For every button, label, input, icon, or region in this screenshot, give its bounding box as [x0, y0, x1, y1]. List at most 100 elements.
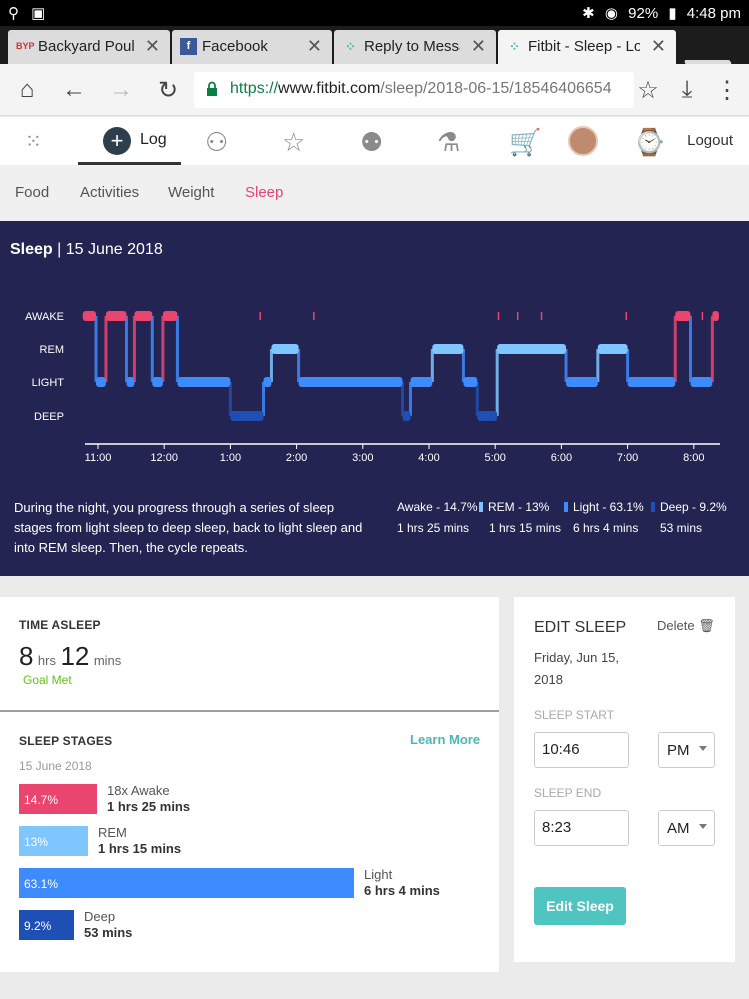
legend-swatch: [651, 502, 655, 512]
stage-segment-light: [627, 377, 676, 387]
awake-blip: [701, 312, 704, 320]
fitbit-favicon-icon: ⁘: [509, 39, 520, 54]
stage-percent: 14.7%: [24, 793, 59, 807]
sleep-start-ampm-select[interactable]: PM: [658, 732, 715, 768]
legend-swatch: [564, 502, 568, 512]
sleep-end-ampm-select[interactable]: AM: [658, 810, 715, 846]
stage-segment-awake: [105, 311, 127, 321]
awake-blip: [313, 312, 315, 320]
stage-segment-light: [566, 377, 598, 387]
trash-icon: 🗑: [698, 618, 715, 633]
close-icon[interactable]: ✕: [470, 36, 486, 56]
panel-date: 15 June 2018: [65, 241, 163, 258]
tab-title: Reply to Message: [364, 38, 460, 55]
x-tick-label: 5:00: [484, 452, 505, 464]
stage-transition: [94, 316, 98, 382]
image-notification-icon: ▣: [31, 5, 46, 22]
delete-button[interactable]: Delete 🗑: [657, 618, 715, 634]
legend-duration: 1 hrs 15 mins: [489, 521, 562, 535]
stage-transition: [408, 382, 412, 416]
subnav-weight[interactable]: Weight: [168, 184, 215, 201]
selected-value: AM: [667, 820, 690, 837]
sleep-end-time-input[interactable]: 8:23: [534, 810, 629, 846]
reload-icon[interactable]: ↻: [157, 77, 179, 104]
y-tick-label: AWAKE: [25, 311, 64, 323]
x-tick-label: 8:00: [683, 452, 704, 464]
device-watch-icon[interactable]: ⌚: [633, 127, 666, 157]
tab-reply-to-message[interactable]: ⁘ Reply to Message ✕: [334, 30, 496, 64]
stage-name: 18x Awake: [107, 783, 170, 798]
stage-transition: [228, 382, 232, 416]
panel-title-label: Sleep: [10, 241, 53, 258]
x-tick-label: 1:00: [220, 452, 241, 464]
more-menu-icon[interactable]: ⋮: [715, 77, 739, 104]
star-bookmark-icon[interactable]: ☆: [637, 77, 659, 104]
stage-segment-light: [126, 377, 135, 387]
legend-label: Awake - 14.7%: [397, 500, 478, 514]
edit-sleep-button[interactable]: Edit Sleep: [534, 887, 626, 925]
awake-blip: [713, 312, 716, 320]
learn-more-link[interactable]: Learn More: [410, 732, 481, 747]
stage-segment-light: [177, 377, 231, 387]
stage-transition: [564, 349, 568, 382]
star-badges-icon[interactable]: ☆: [282, 127, 306, 157]
sleep-stages-panel: AWAKE REM LIGHT DEEP 11:00 12:00 1:00 2:00 3:00…: [0, 221, 749, 576]
subnav-activities[interactable]: Activities: [80, 184, 140, 201]
stage-segment-deep: [230, 411, 264, 421]
stage-info-deep: Deep 53 mins: [84, 909, 132, 941]
minutes-unit: mins: [93, 653, 122, 668]
flask-labs-icon[interactable]: ⚗: [437, 127, 461, 157]
tab-title: Facebook: [202, 38, 268, 55]
url-field[interactable]: https://www.fitbit.com/sleep/2018-06-15/…: [194, 72, 634, 108]
stage-info-light: Light 6 hrs 4 mins: [364, 867, 440, 899]
stage-name: Deep: [84, 909, 116, 924]
log-nav[interactable]: + Log: [78, 117, 181, 165]
awake-blip: [259, 312, 261, 320]
close-icon[interactable]: ✕: [144, 36, 160, 56]
edit-sleep-card: EDIT SLEEP Delete 🗑 Friday, Jun 15, 2018…: [514, 597, 735, 962]
home-icon[interactable]: ⌂: [19, 76, 35, 103]
stage-transition: [688, 316, 692, 382]
edit-sleep-title: EDIT SLEEP: [534, 619, 627, 636]
download-icon[interactable]: ⤓: [681, 76, 693, 103]
stages-date: 15 June 2018: [19, 759, 92, 773]
stage-segment-light: [263, 377, 272, 387]
sleep-start-time-input[interactable]: 10:46: [534, 732, 629, 768]
tab-fitbit-sleep[interactable]: ⁘ Fitbit - Sleep - Log ✕: [498, 30, 676, 64]
close-icon[interactable]: ✕: [650, 36, 666, 56]
stage-segment-awake: [675, 311, 691, 321]
url-scheme: https://: [230, 80, 279, 97]
x-tick-label: 2:00: [286, 452, 307, 464]
stage-transition: [461, 349, 465, 382]
stage-name: Light: [364, 867, 393, 882]
logout-link[interactable]: Logout: [687, 132, 733, 149]
url-path: /sleep/2018-06-15/18546406654: [380, 80, 612, 97]
subnav-food[interactable]: Food: [15, 184, 50, 201]
selected-value: PM: [667, 742, 690, 759]
subnav-sleep[interactable]: Sleep: [245, 184, 284, 201]
stage-transition: [124, 316, 128, 382]
y-tick-label: DEEP: [34, 411, 64, 423]
awake-blip: [625, 312, 628, 320]
stage-segment-light: [410, 377, 433, 387]
tab-backyard-poultry[interactable]: BYP Backyard Poultry ✕: [8, 30, 170, 64]
back-arrow-icon[interactable]: ←: [62, 76, 86, 103]
facebook-favicon-icon: f: [180, 38, 197, 55]
fitbit-logo-icon[interactable]: ⁙: [25, 131, 42, 153]
sleep-date: Friday, Jun 15, 2018: [534, 650, 620, 687]
x-tick-label: 12:00: [150, 452, 178, 464]
clock: 4:48 pm: [686, 5, 741, 22]
community-icon[interactable]: ⚉: [360, 127, 384, 157]
friends-icon[interactable]: ⚇: [205, 127, 229, 157]
close-icon[interactable]: ✕: [306, 36, 322, 56]
forward-arrow-icon[interactable]: →: [109, 76, 133, 103]
tab-facebook[interactable]: f Facebook ✕: [172, 30, 332, 64]
stage-transition: [710, 316, 714, 382]
legend-light: Light - 63.1% 6 hrs 4 mins: [564, 500, 644, 535]
stage-info-rem: REM 1 hrs 15 mins: [98, 825, 181, 857]
shopping-cart-icon[interactable]: 🛒: [509, 127, 542, 157]
minutes-value: 12: [60, 641, 90, 671]
stage-transition: [401, 382, 405, 416]
x-tick-label: 11:00: [85, 452, 112, 464]
avatar[interactable]: [568, 126, 598, 156]
